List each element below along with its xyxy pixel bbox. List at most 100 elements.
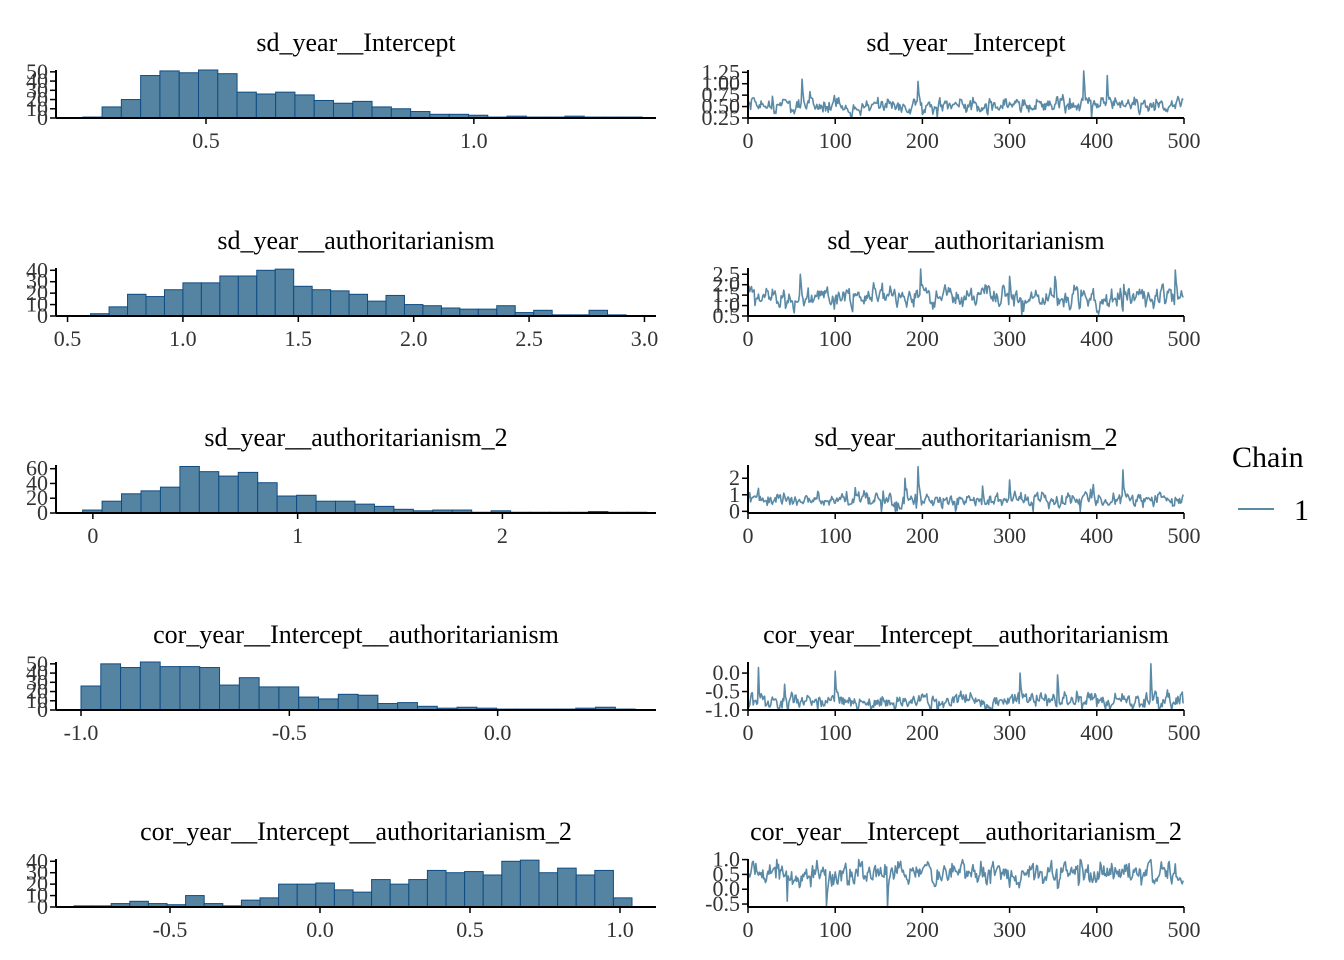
histogram-bar (390, 108, 412, 119)
histogram-2-panel: sd_year__authoritarianism 0.5 1.0 1.5 2.0 2.5… (26, 226, 658, 351)
histogram-bar (179, 465, 200, 514)
histogram-bar (352, 100, 373, 119)
histogram-4-y-tick-label: 10 (26, 688, 48, 713)
trace-line-chain-1 (747, 663, 1184, 711)
histogram-5-x-tick-label: 0.0 (306, 917, 334, 942)
histogram-3-bars (82, 465, 648, 514)
histogram-3-x-tick-label: 2 (497, 523, 508, 548)
trace-2-y-tick-label: 2.5 (713, 261, 741, 286)
trace-5-x-tick-label: 300 (993, 917, 1026, 942)
histogram-bar (275, 91, 296, 119)
histogram-2-y-tick-label: 40 (26, 257, 48, 282)
trace-line-chain-1 (747, 858, 1184, 908)
trace-2-y-tick-label: 1.0 (713, 293, 741, 318)
trace-2-y-tick-label: 2.0 (713, 272, 741, 297)
histogram-bar (238, 677, 260, 711)
histogram-bar (371, 106, 392, 119)
histogram-bar (397, 702, 418, 711)
legend: Chain 1 (1232, 441, 1309, 527)
trace-4-x-tick-label: 500 (1168, 720, 1201, 745)
histogram-bar (276, 495, 298, 514)
histogram-2-y-tick-label: 10 (26, 292, 48, 317)
trace-5-y-tick-label: 0.5 (713, 861, 741, 886)
histogram-bar (255, 93, 277, 119)
histogram-bar (179, 666, 201, 711)
histogram-bar (121, 493, 142, 514)
histogram-bar (199, 667, 221, 711)
histogram-4-panel: cor_year__Intercept__authoritarianism -1.… (26, 620, 656, 745)
trace-1-title: sd_year__Intercept (866, 28, 1066, 57)
histogram-bar (237, 275, 258, 317)
histogram-bar (140, 75, 161, 119)
histogram-bar (278, 883, 298, 908)
histogram-bar (240, 899, 261, 908)
histogram-5-x-tick-label: 1.0 (606, 917, 634, 942)
trace-2-x-tick-label: 500 (1168, 326, 1201, 351)
trace-1-x-tick-label: 0 (743, 128, 754, 153)
trace-5-x-tick-label: 500 (1168, 917, 1201, 942)
trace-3-y-tick-label: 1 (729, 482, 740, 507)
histogram-bar (259, 897, 280, 908)
trace-1-x-tick-label: 200 (906, 128, 939, 153)
histogram-bar (445, 872, 466, 908)
histogram-4-bars (80, 661, 636, 711)
trace-5-title: cor_year__Intercept__authoritarianism_2 (750, 817, 1182, 846)
histogram-bar (145, 296, 165, 317)
histogram-bar (101, 106, 122, 119)
histogram-4-y-tick-label: 0 (37, 697, 48, 722)
histogram-4-title: cor_year__Intercept__authoritarianism (153, 620, 559, 649)
histogram-1-y-tick-label: 0 (37, 105, 48, 130)
histogram-4-y-tick-label: 40 (26, 660, 48, 685)
histogram-5-bars (73, 859, 633, 908)
histogram-bar (318, 698, 339, 711)
histogram-3-y-tick-label: 20 (26, 485, 48, 510)
histogram-4-x-tick-label: -0.5 (272, 720, 307, 745)
histogram-2-bars (90, 268, 627, 317)
histogram-bar (159, 486, 181, 514)
histogram-bar (200, 282, 221, 317)
trace-5-panel: cor_year__Intercept__authoritarianism_2 0… (705, 817, 1200, 942)
legend-title: Chain (1232, 441, 1304, 474)
histogram-bar (594, 869, 614, 908)
trace-2-y-tick-label: 1.5 (713, 282, 741, 307)
histogram-bar (482, 874, 503, 908)
trace-3-y-tick-label: 0 (729, 498, 740, 523)
histogram-bar (237, 471, 259, 514)
histogram-5-x-tick-label: -0.5 (153, 917, 188, 942)
histogram-5-y-tick-label: 40 (26, 848, 48, 873)
histogram-bar (278, 686, 300, 711)
histogram-5-title: cor_year__Intercept__authoritarianism_2 (140, 817, 572, 846)
histogram-4-x-tick-label: 0.0 (484, 720, 512, 745)
trace-5-x-tick-label: 400 (1080, 917, 1113, 942)
trace-4-x-tick-label: 0 (743, 720, 754, 745)
trace-3-x-tick-label: 500 (1168, 523, 1201, 548)
histogram-bar (389, 883, 410, 908)
trace-3-x-tick-label: 200 (906, 523, 939, 548)
histogram-bar (218, 475, 239, 514)
histogram-bar (557, 867, 577, 908)
histogram-bar (459, 308, 479, 317)
histogram-bar (294, 94, 315, 119)
histogram-bar (219, 684, 240, 711)
histogram-1-y-tick-label: 20 (26, 87, 48, 112)
histogram-bar (519, 859, 540, 908)
histogram-bar (120, 667, 141, 711)
trace-5-y-tick-label: 0.0 (713, 876, 741, 901)
histogram-bar (403, 304, 424, 317)
histogram-4-x-tick-label: -1.0 (64, 720, 99, 745)
histogram-bar (385, 294, 405, 317)
histogram-2-x-tick-label: 1.5 (285, 326, 313, 351)
histogram-bar (426, 869, 447, 908)
trace-4-y-tick-label: -1.0 (705, 697, 740, 722)
trace-5-x-tick-label: 200 (906, 917, 939, 942)
trace-3-x-tick-label: 400 (1080, 523, 1113, 548)
histogram-bar (178, 72, 199, 119)
trace-1-y-tick-label: 0.50 (702, 94, 741, 119)
trace-4-y-tick-label: 0.0 (713, 660, 741, 685)
histogram-bar (258, 686, 280, 711)
histogram-1-x-tick-label: 0.5 (192, 128, 220, 153)
trace-4-y-tick-label: -0.5 (705, 679, 740, 704)
trace-1-panel: sd_year__Intercept 0 100 200 300 400 500 0.250.… (702, 28, 1201, 153)
trace-1-y-tick-label: 1.00 (702, 71, 741, 96)
